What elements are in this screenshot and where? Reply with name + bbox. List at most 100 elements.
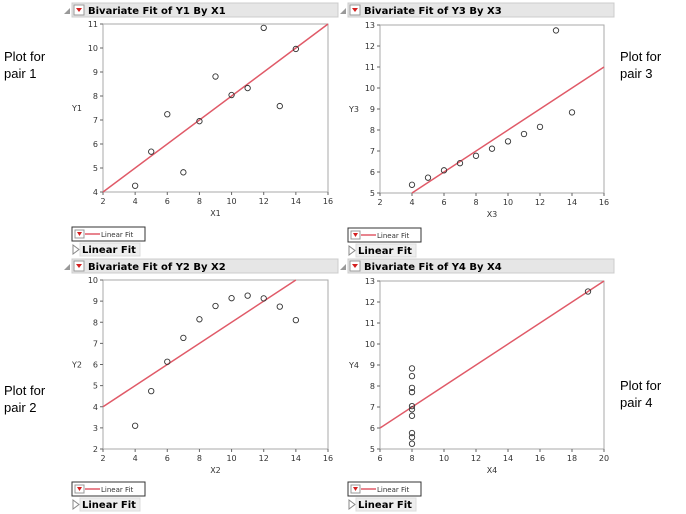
x-tick-label: 6 — [165, 197, 170, 206]
panel-header — [347, 258, 615, 274]
disclosure-icon[interactable] — [64, 8, 70, 14]
y-tick-label: 9 — [93, 297, 98, 306]
x-tick-label: 14 — [291, 454, 301, 463]
x-tick-label: 6 — [441, 198, 446, 207]
data-point — [456, 160, 464, 167]
data-point — [408, 403, 416, 410]
data-point — [408, 372, 416, 380]
x-tick-label: 16 — [599, 198, 609, 207]
x-tick-label: 2 — [100, 197, 105, 206]
x-axis-label: X2 — [210, 466, 221, 475]
legend-box — [71, 481, 146, 497]
panel-title: Bivariate Fit of Y1 By X1 — [88, 6, 226, 17]
y-tick-label: 5 — [370, 445, 375, 454]
x-tick-label: 8 — [197, 454, 202, 463]
x-tick-label: 4 — [133, 197, 138, 206]
legend: Linear Fit — [347, 481, 422, 497]
x-tick-label: 12 — [471, 454, 481, 463]
chart-panel-3: Bivariate Fit of Y2 By X2 2 4 6 8 10 12 14 16 2 3 4… — [64, 258, 339, 512]
legend: Linear Fit — [347, 227, 422, 243]
data-point — [292, 316, 300, 324]
plot-frame — [379, 24, 605, 194]
legend: Linear Fit — [71, 481, 146, 497]
expand-icon[interactable] — [348, 245, 356, 256]
linear-fit-outline[interactable] — [355, 497, 417, 512]
x-tick-label: 6 — [377, 454, 382, 463]
disclosure-icon[interactable] — [340, 264, 346, 270]
legend-label: Linear Fit — [101, 231, 133, 239]
x-tick-label: 12 — [259, 197, 269, 206]
data-point — [260, 24, 267, 31]
legend-box — [347, 481, 422, 497]
linear-fit-line — [379, 280, 605, 429]
linear-fit-outline[interactable] — [355, 243, 417, 258]
disclosure-icon[interactable] — [340, 8, 346, 14]
data-point — [244, 84, 251, 92]
x-tick-label: 10 — [503, 198, 513, 207]
y-tick-label: 7 — [370, 147, 375, 156]
linear-fit-outline-label: Linear Fit — [82, 245, 136, 256]
x-tick-label: 20 — [599, 454, 609, 463]
data-point — [408, 412, 416, 419]
x-tick-label: 8 — [197, 197, 202, 206]
y-tick-label: 5 — [370, 189, 375, 198]
red-triangle-icon — [353, 487, 358, 491]
y-tick-label: 4 — [93, 188, 98, 197]
data-point — [180, 334, 187, 342]
data-point — [164, 111, 171, 118]
data-point — [584, 288, 592, 295]
linear-fit-outline[interactable] — [79, 497, 141, 512]
linear-fit-outline-label: Linear Fit — [358, 500, 412, 511]
y-tick-label: 9 — [93, 68, 98, 77]
x-tick-label: 16 — [535, 454, 545, 463]
x-tick-label: 16 — [323, 454, 333, 463]
expand-icon[interactable] — [72, 499, 80, 510]
data-point — [148, 387, 155, 395]
data-point — [568, 109, 576, 116]
x-tick-label: 14 — [503, 454, 513, 463]
x-tick-label: 14 — [291, 197, 301, 206]
data-point — [488, 145, 496, 152]
linear-fit-line — [102, 23, 329, 193]
y-tick-label: 6 — [93, 361, 98, 370]
data-point — [536, 123, 544, 131]
linear-fit-outline[interactable] — [79, 242, 141, 257]
expand-icon[interactable] — [72, 244, 80, 255]
data-point — [260, 295, 267, 302]
panel-title: Bivariate Fit of Y4 By X4 — [364, 262, 502, 273]
y-axis-label: Y3 — [348, 105, 359, 114]
y-tick-label: 3 — [93, 424, 98, 433]
data-point — [244, 292, 251, 299]
data-point — [131, 182, 139, 189]
x-tick-label: 10 — [226, 454, 236, 463]
data-point — [408, 434, 416, 441]
data-point — [196, 316, 203, 323]
panel-header — [71, 2, 339, 18]
data-point — [212, 73, 219, 80]
data-point — [276, 303, 283, 310]
data-point — [472, 152, 480, 159]
data-point — [424, 174, 432, 181]
x-tick-label: 18 — [567, 454, 577, 463]
x-tick-label: 4 — [133, 454, 138, 463]
y-tick-label: 9 — [370, 361, 375, 370]
side-label-pair-1: Plot for pair 1 — [4, 49, 46, 81]
plot-frame — [379, 280, 605, 450]
side-label-pair-4: Plot for pair 4 — [620, 378, 662, 410]
disclosure-icon[interactable] — [64, 264, 70, 270]
x-tick-label: 8 — [409, 454, 414, 463]
red-triangle-icon — [352, 8, 358, 12]
side-label-pair-3: Plot for pair 3 — [620, 49, 662, 81]
data-point — [148, 148, 155, 155]
y-tick-label: 7 — [93, 116, 98, 125]
y-tick-label: 4 — [93, 403, 98, 412]
y-tick-label: 8 — [370, 126, 375, 135]
expand-icon[interactable] — [348, 499, 356, 510]
data-point — [552, 27, 560, 34]
legend: Linear Fit — [71, 226, 146, 242]
y-tick-label: 7 — [93, 339, 98, 348]
plot-frame — [102, 279, 329, 450]
data-point — [408, 429, 416, 437]
x-tick-label: 10 — [439, 454, 449, 463]
